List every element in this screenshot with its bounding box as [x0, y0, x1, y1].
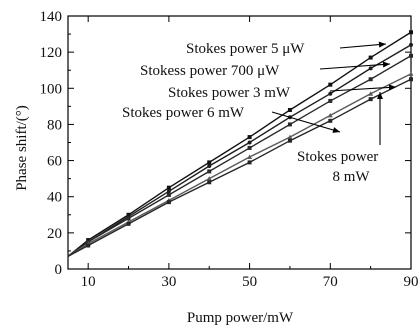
annotation-label-line2: 8 mW: [332, 169, 370, 185]
series-line: [67, 31, 412, 257]
series-line: [67, 78, 412, 257]
series-5: [67, 77, 413, 257]
x-axis-title: Pump power/mW: [187, 310, 294, 326]
annotations: Stokes power 5 μW Stokess power 700 μW Sto…: [122, 41, 397, 185]
annotation-label: Stokes power: [297, 149, 378, 165]
data-point: [166, 192, 171, 197]
data-point: [368, 77, 373, 82]
data-point: [328, 82, 333, 87]
x-axis: 10 30 50 70 90: [81, 16, 419, 290]
y-axis-title: Phase shift/(°): [14, 105, 30, 191]
data-point: [287, 107, 292, 112]
data-point: [409, 42, 413, 47]
data-point: [207, 180, 212, 185]
data-point: [328, 98, 333, 103]
data-point: [207, 160, 212, 165]
y-tick-label: 100: [40, 81, 63, 97]
y-tick-label: 40: [47, 190, 62, 206]
data-point: [368, 91, 374, 96]
y-tick-label: 80: [47, 117, 62, 133]
data-point: [409, 77, 413, 82]
y-axis: 0 20 40 60 80 100 120 140: [40, 9, 411, 278]
data-point: [287, 138, 292, 143]
annotation-label: Stokes power 5 μW: [186, 41, 305, 57]
annotation-arrow: [339, 41, 387, 49]
data-point: [327, 112, 333, 118]
data-point: [247, 135, 252, 140]
annotation-label: Stokes power 6 mW: [122, 105, 245, 121]
y-tick-label: 140: [40, 9, 63, 25]
y-tick-label: 60: [47, 154, 62, 170]
data-point: [409, 30, 413, 35]
y-tick-label: 120: [40, 45, 63, 61]
x-tick-label: 50: [242, 274, 257, 290]
data-point: [287, 122, 292, 127]
x-tick-label: 70: [323, 274, 338, 290]
y-tick-label: 20: [47, 226, 62, 242]
annotation-arrow: [319, 61, 391, 70]
data-point: [247, 154, 253, 159]
data-point: [166, 189, 171, 194]
data-point: [247, 160, 252, 165]
data-point: [328, 118, 333, 123]
data-point: [368, 55, 373, 60]
series-line: [67, 73, 412, 257]
data-point: [166, 185, 171, 190]
x-tick-label: 30: [161, 274, 176, 290]
series-line: [67, 44, 412, 257]
data-point: [247, 140, 252, 145]
annotation-label: Stokes power 3 mW: [168, 85, 291, 101]
data-point: [126, 216, 131, 221]
data-point: [368, 66, 373, 71]
x-tick-label: 90: [404, 274, 419, 290]
data-point: [409, 53, 413, 58]
data-point: [126, 221, 131, 226]
series-group: [67, 30, 414, 257]
data-point: [328, 91, 333, 96]
annotation-arrow: [271, 111, 341, 133]
x-tick-label: 10: [81, 274, 96, 290]
data-point: [206, 176, 212, 181]
data-point: [247, 145, 252, 150]
data-point: [368, 97, 373, 102]
data-point: [166, 200, 171, 205]
annotation-arrow: [377, 92, 383, 145]
data-point: [86, 243, 91, 248]
data-point: [207, 163, 212, 168]
data-point: [408, 71, 414, 76]
annotation-arrow: [329, 84, 397, 92]
data-point: [287, 134, 293, 140]
y-tick-label: 0: [55, 262, 63, 278]
annotation-label: Stokess power 700 μW: [140, 63, 280, 79]
data-point: [207, 169, 212, 174]
